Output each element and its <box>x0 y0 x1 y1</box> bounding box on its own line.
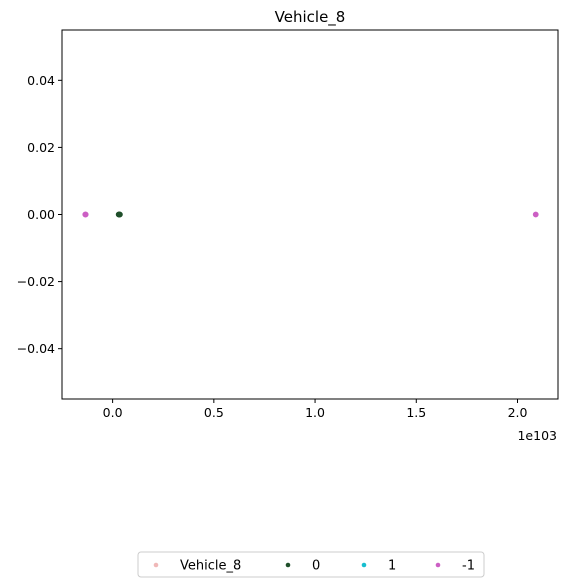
data-points <box>82 211 539 218</box>
legend: Vehicle_8 0 1 -1 <box>153 559 475 574</box>
data-point <box>117 211 123 218</box>
plot-area <box>61 29 559 400</box>
legend-label: 1 <box>388 559 396 574</box>
y-axis: 0.04 0.02 0.00 −0.02 −0.04 <box>17 73 62 356</box>
y-tick-label: −0.04 <box>17 341 55 356</box>
y-tick-label: 0.04 <box>27 73 55 88</box>
y-tick-label: 0.02 <box>27 140 55 155</box>
chart-title: Vehicle_8 <box>275 8 346 27</box>
x-tick-label: 0.0 <box>103 405 123 420</box>
legend-marker <box>361 562 367 568</box>
x-tick-label: 1.5 <box>406 405 426 420</box>
x-axis-offset-text: 1e103 <box>517 428 557 443</box>
y-tick-label: −0.02 <box>17 274 55 289</box>
data-point <box>532 211 539 218</box>
data-point <box>82 211 89 218</box>
legend-marker <box>285 562 291 568</box>
legend-marker <box>435 562 441 568</box>
legend-label: 0 <box>312 559 320 574</box>
legend-label: Vehicle_8 <box>180 559 241 574</box>
legend-box <box>137 551 485 578</box>
x-tick-label: 0.5 <box>204 405 224 420</box>
x-axis: 0.0 0.5 1.0 1.5 2.0 <box>103 399 528 420</box>
legend-label: -1 <box>462 559 475 574</box>
x-tick-label: 2.0 <box>508 405 528 420</box>
legend-marker <box>153 562 159 568</box>
x-tick-label: 1.0 <box>305 405 325 420</box>
y-tick-label: 0.00 <box>27 207 55 222</box>
